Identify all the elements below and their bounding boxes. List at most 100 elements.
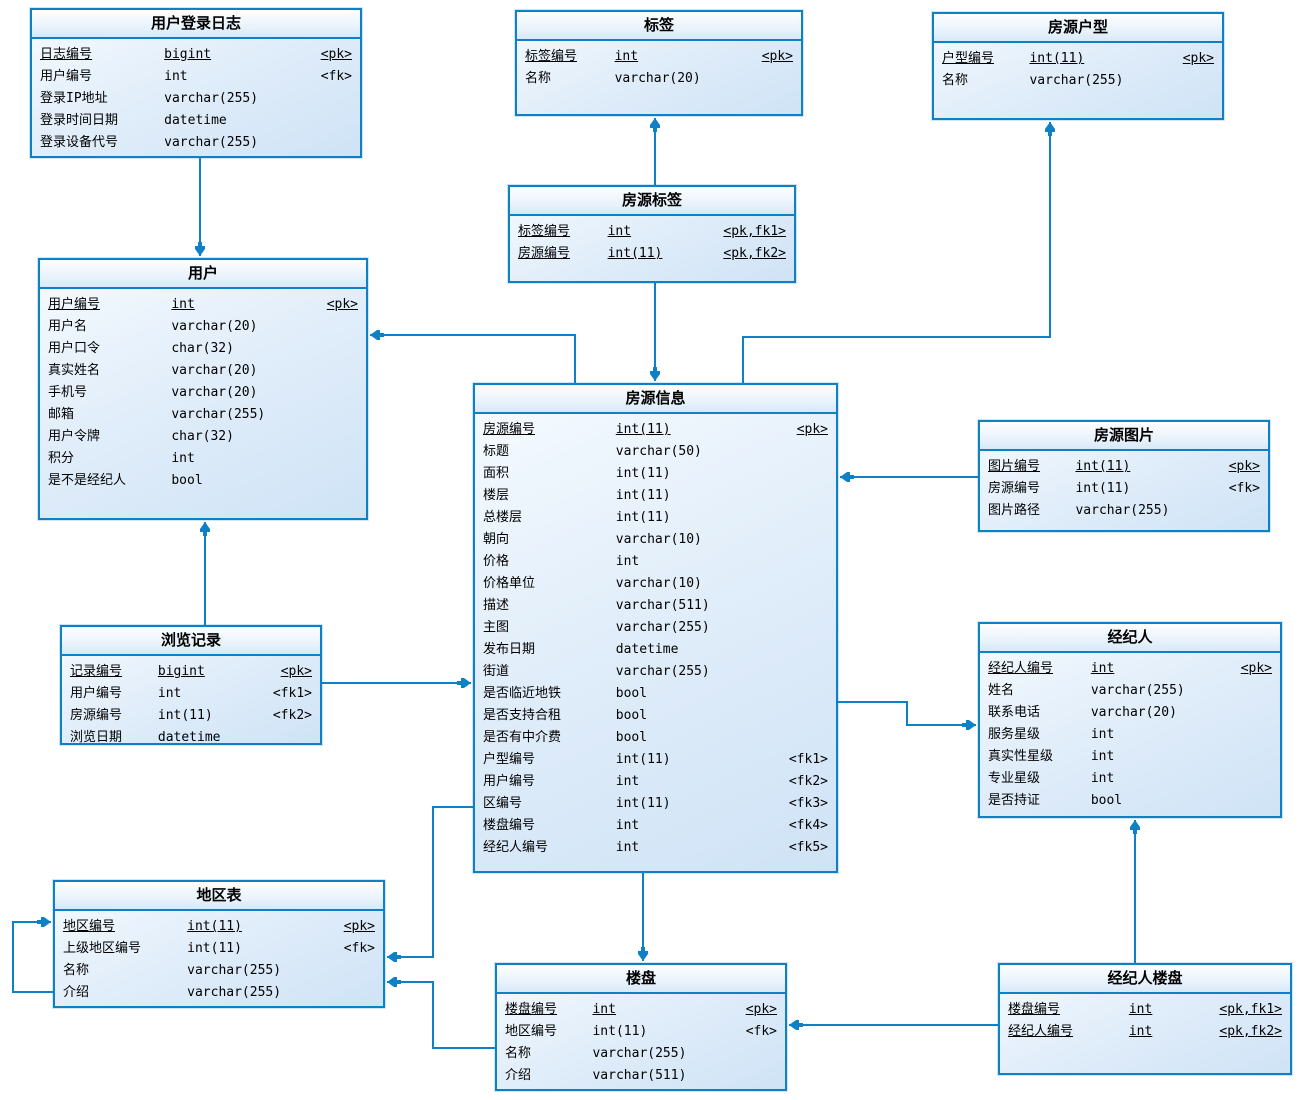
table-row: 房源编号 int(11) <fk> xyxy=(988,478,1260,500)
field-type: varchar(255) xyxy=(592,1046,687,1061)
table-row: 用户编号 int <fk1> xyxy=(70,683,312,705)
field-key: <pk,fk2> xyxy=(1219,1024,1282,1039)
table-house-info[interactable]: 房源信息 房源编号 int(11) <pk> 标题 varchar(50) 面积 int(11… xyxy=(473,383,838,873)
field-key: <pk> xyxy=(343,919,375,934)
table-tag[interactable]: 标签 标签编号 int <pk> 名称 varchar(20) xyxy=(515,10,803,116)
field-name: 登录IP地址 xyxy=(40,91,108,106)
field-name: 邮箱 xyxy=(48,407,75,422)
connector-楼盘-地区表[interactable] xyxy=(387,977,495,1049)
field-key xyxy=(316,404,358,426)
field-name: 经纪人编号 xyxy=(1008,1024,1074,1039)
field-name: 登录时间日期 xyxy=(40,113,119,128)
connector-房源信息-房源户型[interactable] xyxy=(742,122,1055,383)
table-user[interactable]: 用户 用户编号 int <pk> 用户名 varchar(20) 用户口令 char(32) 真… xyxy=(38,258,368,520)
field-type: varchar(20) xyxy=(171,363,258,378)
table-row: 真实性星级 int xyxy=(988,746,1272,768)
table-title: 楼盘 xyxy=(497,965,785,994)
field-type: varchar(255) xyxy=(615,620,710,635)
field-type: bool xyxy=(1090,793,1123,808)
field-type: int(11) xyxy=(615,796,671,811)
table-row: 登录时间日期 datetime xyxy=(40,110,352,132)
table-row: 楼盘编号 int <pk,fk1> xyxy=(1008,999,1282,1021)
table-row: 名称 varchar(20) xyxy=(525,68,793,90)
field-name: 是否持证 xyxy=(988,793,1041,808)
table-row: 地区编号 int(11) <pk> xyxy=(63,916,375,938)
table-building[interactable]: 楼盘 楼盘编号 int <pk> 地区编号 int(11) <fk> 名称 varchar(25… xyxy=(495,963,787,1091)
connector-房源信息-经纪人[interactable] xyxy=(838,701,976,730)
table-user-login-log[interactable]: 用户登录日志 日志编号 bigint <pk> 用户编号 int <fk> 登录IP地址 var… xyxy=(30,8,362,158)
table-row: 价格单位 varchar(10) xyxy=(483,573,828,595)
field-key xyxy=(772,661,828,683)
field-key xyxy=(316,316,358,338)
field-name: 房源编号 xyxy=(518,246,571,261)
field-key xyxy=(772,683,828,705)
field-name: 房源编号 xyxy=(988,481,1041,496)
table-row: 名称 varchar(255) xyxy=(942,70,1214,92)
field-type: int(11) xyxy=(615,422,671,437)
field-type: varchar(255) xyxy=(615,664,710,679)
field-type: int xyxy=(1128,1002,1153,1017)
field-type: varchar(511) xyxy=(592,1068,687,1083)
field-name: 朝向 xyxy=(483,532,510,547)
table-region[interactable]: 地区表 地区编号 int(11) <pk> 上级地区编号 int(11) <fk> 名称 var… xyxy=(53,880,385,1008)
table-body: 房源编号 int(11) <pk> 标题 varchar(50) 面积 int(11) 楼层 i… xyxy=(475,414,836,859)
table-row: 上级地区编号 int(11) <fk> xyxy=(63,938,375,960)
table-agent-building[interactable]: 经纪人楼盘楼盘编号 int <pk,fk1> 经纪人编号 int <pk,fk2> xyxy=(998,963,1292,1075)
field-key: <pk,fk2> xyxy=(723,246,786,261)
field-key: <pk> xyxy=(1240,661,1272,676)
field-name: 图片编号 xyxy=(988,459,1041,474)
field-key xyxy=(316,382,358,404)
field-type: datetime xyxy=(157,730,221,745)
field-key: <pk> xyxy=(1182,51,1214,66)
table-body: 经纪人编号 int <pk> 姓名 varchar(255) 联系电话 varchar(20… xyxy=(980,653,1280,812)
field-type: int xyxy=(1090,749,1115,764)
field-key xyxy=(316,448,358,470)
field-name: 标题 xyxy=(483,444,510,459)
table-house-type[interactable]: 房源户型 户型编号 int(11) <pk> 名称 varchar(255) xyxy=(932,12,1224,120)
field-key: <fk> xyxy=(1228,481,1260,496)
table-row: 总楼层 int(11) xyxy=(483,507,828,529)
field-key: <pk> xyxy=(320,47,352,62)
field-key xyxy=(772,529,828,551)
table-row: 楼盘编号 int <pk> xyxy=(505,999,777,1021)
field-name: 是否临近地铁 xyxy=(483,686,562,701)
connector-房源信息-地区表[interactable] xyxy=(387,806,473,962)
field-key: <fk3> xyxy=(788,796,828,811)
connector-地区表-地区表[interactable] xyxy=(12,917,53,993)
field-key: <fk1> xyxy=(788,752,828,767)
table-body: 楼盘编号 int <pk,fk1> 经纪人编号 int <pk,fk2> xyxy=(1000,994,1290,1043)
field-key: <pk> xyxy=(1228,459,1260,474)
connector-房源信息-用户[interactable] xyxy=(370,330,576,383)
table-title: 经纪人楼盘 xyxy=(1000,965,1290,994)
table-title: 用户 xyxy=(40,260,366,289)
field-key xyxy=(316,360,358,382)
table-row: 真实姓名 varchar(20) xyxy=(48,360,358,382)
field-type: varchar(20) xyxy=(1090,705,1177,720)
field-name: 用户编号 xyxy=(70,686,123,701)
field-key xyxy=(316,338,358,360)
field-key xyxy=(772,441,828,463)
field-name: 联系电话 xyxy=(988,705,1041,720)
table-row: 用户名 varchar(20) xyxy=(48,316,358,338)
table-title: 浏览记录 xyxy=(62,627,320,656)
table-house-tag[interactable]: 房源标签 标签编号 int <pk,fk1> 房源编号 int(11) <pk,fk2> xyxy=(508,185,796,283)
table-agent[interactable]: 经纪人 经纪人编号 int <pk> 姓名 varchar(255) 联系电话 varchar… xyxy=(978,622,1282,818)
field-type: int xyxy=(1090,727,1115,742)
field-type: int xyxy=(164,69,188,84)
field-name: 楼层 xyxy=(483,488,510,503)
table-row: 服务星级 int xyxy=(988,724,1272,746)
field-name: 经纪人编号 xyxy=(988,661,1054,676)
field-name: 面积 xyxy=(483,466,510,481)
field-type: bool xyxy=(615,686,648,701)
field-type: int(11) xyxy=(615,466,671,481)
field-name: 真实姓名 xyxy=(48,363,101,378)
table-row: 积分 int xyxy=(48,448,358,470)
table-house-image[interactable]: 房源图片 图片编号 int(11) <pk> 房源编号 int(11) <fk> 图片路径 va… xyxy=(978,420,1270,532)
table-row: 街道 varchar(255) xyxy=(483,661,828,683)
field-key: <fk5> xyxy=(788,840,828,855)
table-browse-record[interactable]: 浏览记录 记录编号 bigint <pk> 用户编号 int <fk1> 房源编号 int(11… xyxy=(60,625,322,745)
table-row: 房源编号 int(11) <fk2> xyxy=(70,705,312,727)
table-title: 标签 xyxy=(517,12,801,41)
table-title: 地区表 xyxy=(55,882,383,911)
